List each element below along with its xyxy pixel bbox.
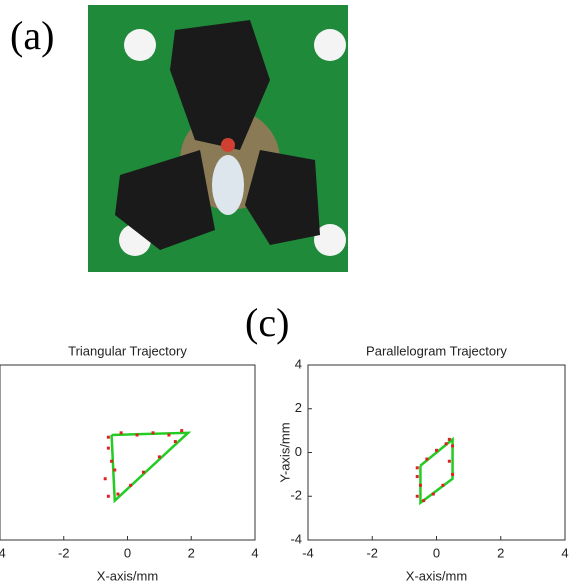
trajectory-point: [448, 438, 451, 441]
trajectory-point: [120, 431, 123, 434]
trajectory-point: [158, 455, 161, 458]
trajectory-point: [416, 475, 419, 478]
plot-area: [0, 365, 255, 540]
trajectory-point: [451, 473, 454, 476]
x-tick-label: 4: [561, 545, 568, 560]
trajectory-point: [110, 460, 113, 463]
trajectory-point: [107, 495, 110, 498]
trajectory-point: [136, 434, 139, 437]
y-tick-label: -4: [290, 531, 302, 546]
x-tick-label: -4: [302, 545, 314, 560]
trajectory-point: [167, 434, 170, 437]
trajectory-point: [142, 471, 145, 474]
y-axis-label: Y-axis/mm: [277, 422, 292, 482]
panel-label: (c): [245, 300, 289, 345]
x-tick-label: 4: [251, 545, 258, 560]
trajectory-point: [416, 495, 419, 498]
panel-label: (a): [10, 13, 54, 58]
trajectory-point: [174, 440, 177, 443]
y-tick-label: 0: [295, 444, 302, 459]
figure: (a) (c) Triangular Trajectory X-axis/mm -4…: [0, 0, 571, 587]
trajectory-point: [104, 477, 107, 480]
x-tick-label: -2: [366, 545, 378, 560]
x-tick-label: -4: [0, 545, 6, 560]
x-tick-label: 0: [124, 545, 131, 560]
trajectory-point: [445, 442, 448, 445]
chart-title: Triangular Trajectory: [68, 343, 187, 358]
trajectory-point: [129, 484, 132, 487]
x-axis-label: X-axis/mm: [97, 568, 158, 583]
trajectory-point: [425, 458, 428, 461]
trajectory-point: [416, 466, 419, 469]
trajectory-point: [152, 431, 155, 434]
trajectory-point: [441, 484, 444, 487]
trajectory-point: [419, 484, 422, 487]
trajectory-point: [107, 447, 110, 450]
x-tick-label: 0: [433, 545, 440, 560]
trajectory-point: [451, 444, 454, 447]
x-tick-label: -2: [58, 545, 70, 560]
photo: [88, 5, 348, 272]
trajectory-point: [116, 493, 119, 496]
chart-title: Parallelogram Trajectory: [366, 343, 507, 358]
trajectory-point: [448, 460, 451, 463]
x-tick-label: 2: [497, 545, 504, 560]
trajectory-point: [432, 493, 435, 496]
x-axis-label: X-axis/mm: [406, 568, 467, 583]
y-tick-label: 2: [295, 400, 302, 415]
trajectory-point: [422, 499, 425, 502]
trajectory-point: [180, 429, 183, 432]
trajectory-point: [113, 469, 116, 472]
trajectory-point: [107, 436, 110, 439]
y-tick-label: 4: [295, 356, 302, 371]
x-tick-label: 2: [188, 545, 195, 560]
trajectory-point: [435, 449, 438, 452]
y-tick-label: -2: [290, 488, 302, 503]
